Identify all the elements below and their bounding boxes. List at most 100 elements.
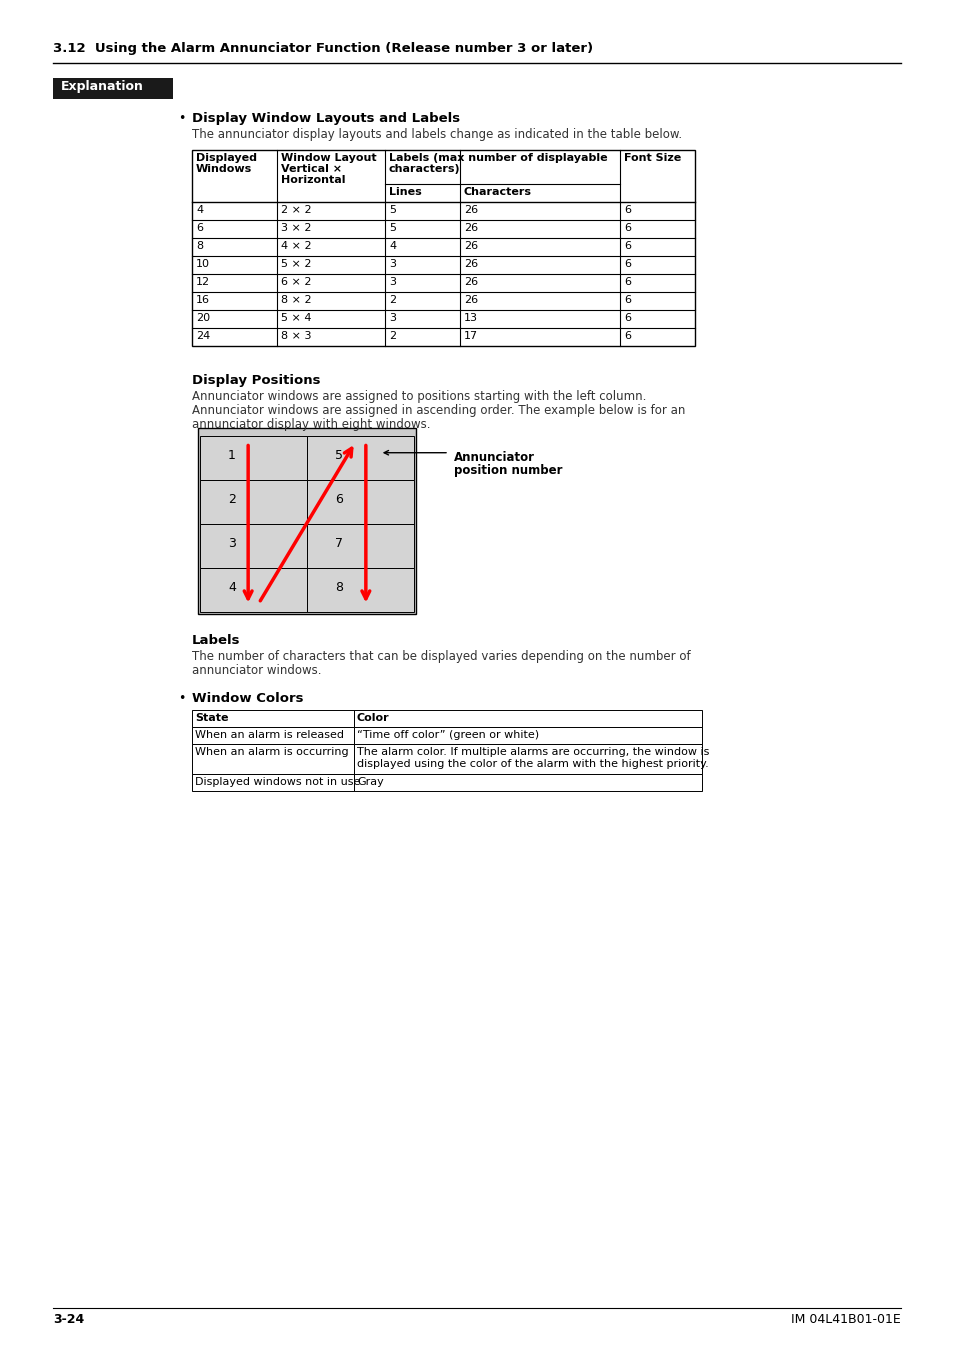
Bar bbox=[53, 78, 172, 99]
Text: 12: 12 bbox=[195, 277, 210, 288]
Text: 5 × 4: 5 × 4 bbox=[281, 313, 312, 323]
Text: 3: 3 bbox=[389, 277, 395, 288]
Text: Display Positions: Display Positions bbox=[192, 374, 320, 387]
Bar bbox=[192, 728, 354, 744]
Text: Characters: Characters bbox=[463, 188, 532, 197]
Text: 4: 4 bbox=[228, 580, 235, 594]
Text: 6: 6 bbox=[335, 493, 342, 506]
Text: When an alarm is occurring: When an alarm is occurring bbox=[194, 747, 348, 757]
Text: The number of characters that can be displayed varies depending on the number of: The number of characters that can be dis… bbox=[192, 649, 690, 663]
Text: 13: 13 bbox=[463, 313, 477, 323]
Text: Display Window Layouts and Labels: Display Window Layouts and Labels bbox=[192, 112, 459, 126]
Text: Annunciator windows are assigned to positions starting with the left column.: Annunciator windows are assigned to posi… bbox=[192, 390, 646, 404]
Text: 6: 6 bbox=[623, 259, 630, 269]
Bar bbox=[192, 150, 695, 346]
Text: characters): characters) bbox=[389, 163, 460, 174]
Text: 26: 26 bbox=[463, 205, 477, 215]
Text: 4 × 2: 4 × 2 bbox=[281, 242, 312, 251]
Text: Vertical ×: Vertical × bbox=[281, 163, 342, 174]
Text: The annunciator display layouts and labels change as indicated in the table belo: The annunciator display layouts and labe… bbox=[192, 128, 681, 140]
Text: Labels (max number of displayable: Labels (max number of displayable bbox=[389, 153, 607, 163]
Text: Explanation: Explanation bbox=[61, 80, 144, 93]
Text: Window Colors: Window Colors bbox=[192, 693, 303, 705]
Text: 26: 26 bbox=[463, 242, 477, 251]
Text: The alarm color. If multiple alarms are occurring, the window is: The alarm color. If multiple alarms are … bbox=[356, 747, 709, 757]
Text: displayed using the color of the alarm with the highest priority.: displayed using the color of the alarm w… bbox=[356, 759, 708, 769]
Text: 3: 3 bbox=[389, 313, 395, 323]
Bar bbox=[354, 710, 701, 728]
Bar bbox=[354, 774, 701, 791]
Text: Lines: Lines bbox=[389, 188, 421, 197]
Text: 4: 4 bbox=[195, 205, 203, 215]
Text: “Time off color” (green or white): “Time off color” (green or white) bbox=[356, 730, 538, 740]
Text: 6: 6 bbox=[623, 313, 630, 323]
Bar bbox=[200, 524, 307, 568]
Text: 26: 26 bbox=[463, 223, 477, 234]
Text: 8: 8 bbox=[335, 580, 343, 594]
Text: 6: 6 bbox=[623, 223, 630, 234]
Bar bbox=[192, 774, 354, 791]
Text: 1: 1 bbox=[228, 450, 235, 462]
Text: 2: 2 bbox=[389, 331, 395, 342]
Text: 6: 6 bbox=[623, 277, 630, 288]
Text: 3: 3 bbox=[228, 537, 235, 549]
Text: Color: Color bbox=[356, 713, 389, 724]
Bar bbox=[307, 436, 414, 481]
Text: Annunciator windows are assigned in ascending order. The example below is for an: Annunciator windows are assigned in asce… bbox=[192, 404, 684, 417]
Text: 6: 6 bbox=[623, 296, 630, 305]
Text: Displayed windows not in use: Displayed windows not in use bbox=[194, 778, 360, 787]
Text: 2: 2 bbox=[389, 296, 395, 305]
Text: 5: 5 bbox=[389, 223, 395, 234]
Bar bbox=[307, 568, 414, 612]
Bar bbox=[354, 728, 701, 744]
Text: When an alarm is released: When an alarm is released bbox=[194, 730, 344, 740]
Text: Window Layout: Window Layout bbox=[281, 153, 376, 163]
Text: Gray: Gray bbox=[356, 778, 383, 787]
Bar bbox=[200, 568, 307, 612]
Text: 17: 17 bbox=[463, 331, 477, 342]
Text: 20: 20 bbox=[195, 313, 210, 323]
Bar bbox=[192, 744, 354, 774]
Text: 8 × 3: 8 × 3 bbox=[281, 331, 312, 342]
Text: annunciator windows.: annunciator windows. bbox=[192, 664, 321, 676]
Text: position number: position number bbox=[454, 464, 562, 478]
Bar bbox=[307, 481, 414, 524]
Text: Windows: Windows bbox=[195, 163, 252, 174]
Text: 26: 26 bbox=[463, 296, 477, 305]
Bar bbox=[200, 481, 307, 524]
Text: 3.12  Using the Alarm Annunciator Function (Release number 3 or later): 3.12 Using the Alarm Annunciator Functio… bbox=[53, 42, 593, 55]
Text: 24: 24 bbox=[195, 331, 210, 342]
Bar bbox=[354, 744, 701, 774]
Bar bbox=[200, 436, 307, 481]
Text: 3-24: 3-24 bbox=[53, 1314, 84, 1326]
Text: 2 × 2: 2 × 2 bbox=[281, 205, 312, 215]
Text: State: State bbox=[194, 713, 229, 724]
Text: 2: 2 bbox=[228, 493, 235, 506]
Text: •: • bbox=[178, 693, 185, 705]
Text: 26: 26 bbox=[463, 259, 477, 269]
Bar bbox=[307, 524, 414, 568]
Text: 5: 5 bbox=[389, 205, 395, 215]
Bar bbox=[192, 710, 354, 728]
Text: 26: 26 bbox=[463, 277, 477, 288]
Text: Horizontal: Horizontal bbox=[281, 176, 345, 185]
Text: 6 × 2: 6 × 2 bbox=[281, 277, 312, 288]
Text: Annunciator: Annunciator bbox=[454, 451, 535, 464]
Text: 6: 6 bbox=[623, 205, 630, 215]
Text: 6: 6 bbox=[623, 331, 630, 342]
Text: 6: 6 bbox=[195, 223, 203, 234]
Text: 16: 16 bbox=[195, 296, 210, 305]
Bar bbox=[198, 428, 416, 614]
Text: Labels: Labels bbox=[192, 634, 240, 647]
Text: 3: 3 bbox=[389, 259, 395, 269]
Text: 5 × 2: 5 × 2 bbox=[281, 259, 312, 269]
Text: 3 × 2: 3 × 2 bbox=[281, 223, 312, 234]
Text: Font Size: Font Size bbox=[623, 153, 680, 163]
Text: 6: 6 bbox=[623, 242, 630, 251]
Text: •: • bbox=[178, 112, 185, 126]
Text: Displayed: Displayed bbox=[195, 153, 256, 163]
Text: 5: 5 bbox=[335, 450, 343, 462]
Text: annunciator display with eight windows.: annunciator display with eight windows. bbox=[192, 418, 430, 431]
Text: 8 × 2: 8 × 2 bbox=[281, 296, 312, 305]
Text: IM 04L41B01-01E: IM 04L41B01-01E bbox=[790, 1314, 900, 1326]
